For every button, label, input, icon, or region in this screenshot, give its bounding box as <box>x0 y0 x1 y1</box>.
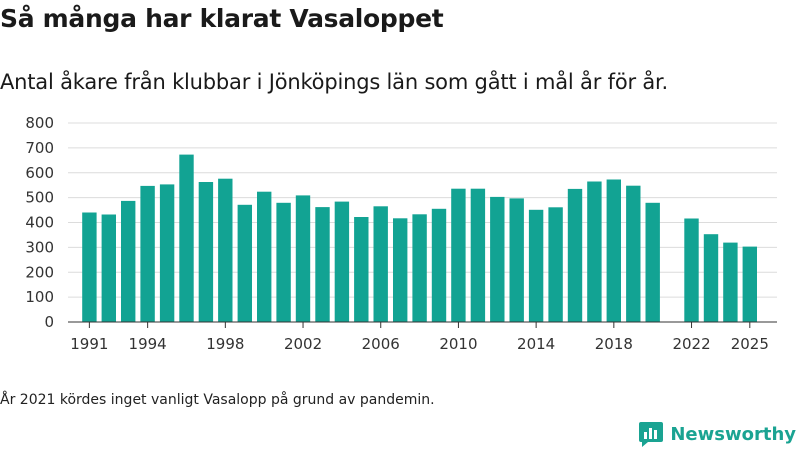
x-tick-label: 1994 <box>129 335 167 353</box>
footnote: År 2021 kördes inget vanligt Vasalopp på… <box>0 392 435 408</box>
chart-title: Så många har klarat Vasaloppet <box>0 4 444 33</box>
y-tick-label: 800 <box>25 114 54 132</box>
x-tick-label: 2022 <box>672 335 710 353</box>
bar <box>470 188 486 322</box>
bar <box>703 234 719 322</box>
bar <box>121 200 136 322</box>
bar <box>237 204 252 322</box>
y-tick-label: 0 <box>44 313 54 331</box>
x-tick-label: 2002 <box>284 335 322 353</box>
bar <box>626 185 641 322</box>
bar <box>490 196 505 322</box>
bar <box>451 188 466 322</box>
bar <box>179 154 194 322</box>
x-tick-label: 2006 <box>362 335 400 353</box>
bar <box>295 195 311 322</box>
bar <box>354 217 369 322</box>
bar <box>393 218 408 322</box>
bar <box>276 202 291 322</box>
bar <box>606 179 621 322</box>
bar <box>140 185 155 322</box>
bar <box>373 206 388 322</box>
bar <box>684 218 699 322</box>
bar <box>82 212 97 322</box>
x-tick-label: 1998 <box>206 335 244 353</box>
y-tick-label: 600 <box>25 164 54 182</box>
bar <box>101 214 116 322</box>
y-tick-label: 100 <box>25 288 54 306</box>
axes: 0 100 200 300 400 500 600 700 800 1991 1994 1998 200… <box>25 114 777 353</box>
y-tick-label: 400 <box>25 214 54 232</box>
bar <box>257 191 272 322</box>
bar <box>723 242 738 322</box>
bar <box>645 202 660 322</box>
chart-subtitle: Antal åkare från klubbar i Jönköpings lä… <box>0 70 669 94</box>
bar <box>567 188 583 322</box>
bar <box>198 182 214 322</box>
bar <box>509 198 524 322</box>
x-tick-label: 2014 <box>517 335 555 353</box>
bar <box>315 207 330 322</box>
bar <box>742 246 757 322</box>
bar <box>528 209 544 322</box>
bar <box>159 184 175 322</box>
bar <box>218 178 233 322</box>
y-tick-label: 700 <box>25 139 54 157</box>
bar-chart: 0 100 200 300 400 500 600 700 800 1991 1994 1998 200… <box>25 114 777 353</box>
bar <box>548 207 563 322</box>
x-tick-label: 2010 <box>439 335 477 353</box>
bar <box>412 214 427 322</box>
newsworthy-logo-icon <box>639 422 664 447</box>
x-tick-label: 1991 <box>70 335 108 353</box>
x-tick-label: 2025 <box>731 335 769 353</box>
brand-name: Newsworthy <box>670 423 796 445</box>
bars <box>82 154 757 322</box>
bar <box>587 181 602 322</box>
brand-logo: Newsworthy <box>638 420 796 448</box>
y-tick-label: 300 <box>25 238 54 256</box>
bar <box>334 201 350 322</box>
bar <box>431 208 447 322</box>
x-tick-label: 2018 <box>595 335 633 353</box>
y-tick-label: 200 <box>25 263 54 281</box>
y-tick-label: 500 <box>25 189 54 207</box>
